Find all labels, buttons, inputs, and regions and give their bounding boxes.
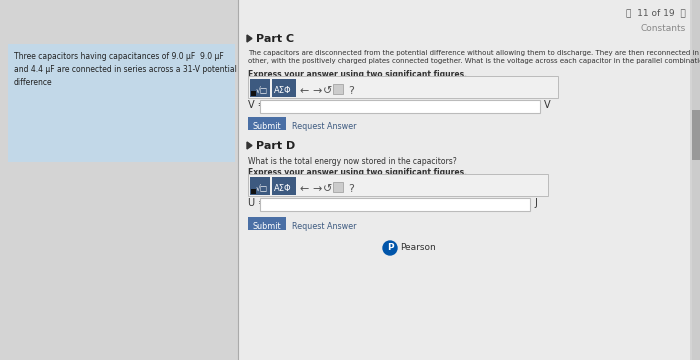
FancyBboxPatch shape (251, 91, 256, 96)
Polygon shape (247, 35, 252, 42)
Text: ←: ← (300, 86, 309, 96)
Text: Express your answer using two significant figures.: Express your answer using two significan… (248, 70, 467, 79)
FancyBboxPatch shape (333, 182, 343, 192)
Text: Request Answer: Request Answer (292, 222, 356, 231)
FancyBboxPatch shape (250, 79, 270, 97)
Text: Express your answer using two significant figures.: Express your answer using two significan… (248, 168, 467, 177)
Polygon shape (247, 142, 252, 149)
Text: Part D: Part D (256, 141, 295, 151)
Text: ←: ← (300, 184, 309, 194)
Text: ↺: ↺ (323, 184, 332, 194)
Text: P: P (386, 243, 393, 252)
Text: V =: V = (248, 100, 266, 110)
Circle shape (383, 241, 397, 255)
Text: Request Answer: Request Answer (292, 122, 356, 131)
FancyBboxPatch shape (248, 76, 558, 98)
Text: Submit: Submit (253, 222, 281, 231)
Text: √□: √□ (256, 86, 268, 95)
Text: Three capacitors having capacitances of 9.0 μF  9.0 μF
and 4.4 μF are connected : Three capacitors having capacitances of … (14, 52, 237, 87)
Text: √□: √□ (256, 184, 268, 193)
Text: Submit: Submit (253, 122, 281, 131)
Text: The capacitors are disconnected from the potential difference without allowing t: The capacitors are disconnected from the… (248, 50, 700, 64)
FancyBboxPatch shape (272, 177, 296, 195)
Text: J: J (534, 198, 537, 208)
Text: ↺: ↺ (323, 86, 332, 96)
FancyBboxPatch shape (8, 44, 235, 162)
FancyBboxPatch shape (260, 100, 540, 113)
FancyBboxPatch shape (333, 84, 343, 94)
FancyBboxPatch shape (248, 174, 548, 196)
Text: →: → (312, 86, 321, 96)
Text: ΑΣΦ: ΑΣΦ (274, 184, 292, 193)
Text: Part C: Part C (256, 34, 294, 44)
Text: Constants: Constants (640, 24, 686, 33)
FancyBboxPatch shape (251, 189, 256, 194)
FancyBboxPatch shape (692, 0, 700, 360)
Text: ΑΣΦ: ΑΣΦ (274, 86, 292, 95)
Text: 〈  11 of 19  〉: 〈 11 of 19 〉 (626, 8, 686, 17)
Text: What is the total energy now stored in the capacitors?: What is the total energy now stored in t… (248, 157, 456, 166)
FancyBboxPatch shape (250, 177, 270, 195)
FancyBboxPatch shape (692, 110, 700, 160)
FancyBboxPatch shape (248, 117, 286, 130)
Text: →: → (312, 184, 321, 194)
Text: V: V (544, 100, 551, 110)
Text: Pearson: Pearson (400, 243, 435, 252)
FancyBboxPatch shape (248, 217, 286, 230)
FancyBboxPatch shape (260, 198, 530, 211)
FancyBboxPatch shape (272, 79, 296, 97)
Text: ?: ? (348, 86, 354, 96)
Text: ?: ? (348, 184, 354, 194)
FancyBboxPatch shape (238, 0, 690, 360)
Text: U =: U = (248, 198, 267, 208)
